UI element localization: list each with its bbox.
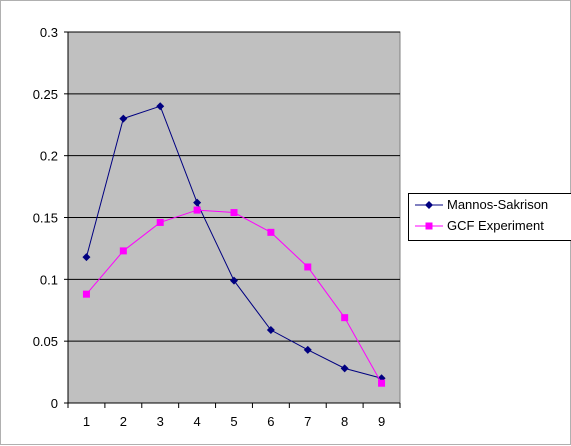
x-tick-label: 9 xyxy=(378,414,385,429)
x-tick-label: 2 xyxy=(120,414,127,429)
data-point xyxy=(193,206,201,214)
legend-item-gcf-experiment: GCF Experiment xyxy=(409,216,571,236)
legend-label: GCF Experiment xyxy=(447,218,544,233)
x-tick-label: 5 xyxy=(230,414,237,429)
data-point xyxy=(82,253,91,262)
data-point xyxy=(119,247,127,255)
y-tick-label: 0.3 xyxy=(40,25,58,40)
data-point xyxy=(340,364,349,373)
y-tick-label: 0 xyxy=(51,396,58,411)
data-point xyxy=(156,218,164,226)
legend-marker-square-icon xyxy=(415,222,443,230)
x-tick-label: 6 xyxy=(267,414,274,429)
data-point xyxy=(341,314,349,322)
y-tick-label: 0.1 xyxy=(40,272,58,287)
data-point xyxy=(378,379,386,387)
y-tick-label: 0.25 xyxy=(33,87,58,102)
x-tick-label: 4 xyxy=(193,414,200,429)
x-tick-label: 8 xyxy=(341,414,348,429)
x-tick-label: 1 xyxy=(83,414,90,429)
data-point xyxy=(156,102,165,111)
data-point xyxy=(267,228,275,236)
legend: Mannos-Sakrison GCF Experiment xyxy=(408,193,571,241)
data-point xyxy=(304,263,312,271)
data-point xyxy=(230,276,238,285)
data-point xyxy=(119,114,128,123)
y-tick-label: 0.15 xyxy=(33,211,58,226)
legend-item-mannos-sakrison: Mannos-Sakrison xyxy=(409,195,571,215)
data-point xyxy=(266,326,275,335)
y-tick-label: 0.2 xyxy=(40,149,58,164)
data-point xyxy=(303,345,312,354)
x-tick-label: 3 xyxy=(157,414,164,429)
y-tick-label: 0.05 xyxy=(33,334,58,349)
x-tick-label: 7 xyxy=(304,414,311,429)
data-point xyxy=(230,209,238,217)
data-point xyxy=(82,290,90,298)
legend-label: Mannos-Sakrison xyxy=(447,197,549,212)
legend-marker-diamond-icon xyxy=(415,201,443,209)
data-point xyxy=(193,198,202,207)
